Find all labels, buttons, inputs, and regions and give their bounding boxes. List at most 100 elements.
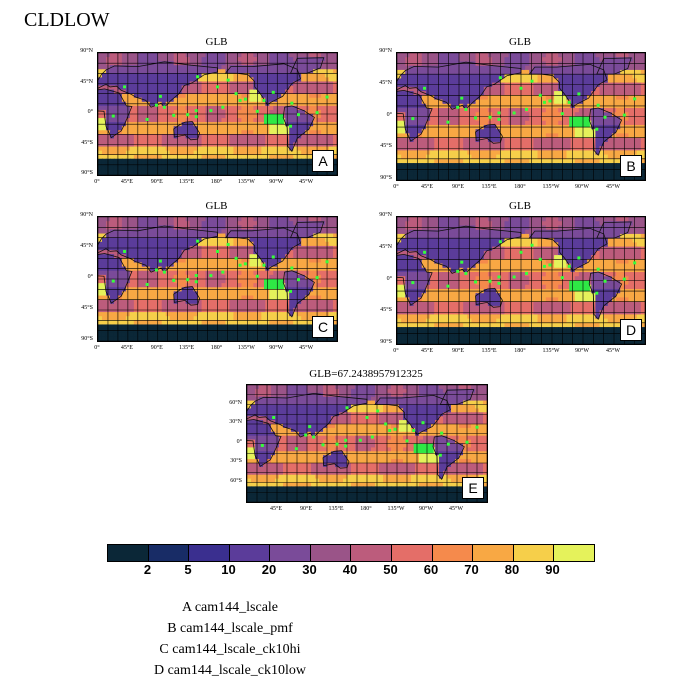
y-tick-label: 0°: [87, 109, 93, 115]
field-cell: [177, 154, 183, 160]
field-cell: [141, 53, 147, 58]
field-cell: [301, 229, 306, 235]
field-cell: [591, 124, 596, 130]
field-cell: [430, 86, 435, 92]
field-cell: [529, 86, 534, 92]
field-cell: [313, 254, 318, 259]
field-cell: [225, 229, 231, 235]
field-cell: [321, 279, 326, 284]
field-cell: [409, 53, 415, 58]
field-cell: [177, 250, 183, 255]
field-cell: [413, 175, 419, 180]
field-cell: [285, 69, 290, 74]
marker-point: [271, 90, 275, 94]
field-cell: [113, 158, 119, 164]
field-cell: [117, 221, 123, 226]
field-cell: [117, 150, 123, 156]
field-cell: [321, 283, 326, 288]
field-cell: [578, 108, 584, 113]
field-cell: [329, 105, 334, 111]
field-cell: [153, 146, 159, 152]
field-cell: [129, 114, 135, 119]
field-cell: [137, 299, 143, 305]
field-cell: [277, 53, 282, 58]
field-cell: [313, 57, 318, 62]
field-cell: [636, 53, 642, 58]
field-cell: [153, 258, 159, 264]
field-cell: [463, 120, 468, 126]
field-cell: [293, 162, 298, 168]
field-cell: [587, 124, 592, 130]
field-cell: [317, 254, 322, 259]
field-cell: [105, 295, 111, 301]
field-cell: [289, 118, 294, 123]
field-cell: [285, 150, 290, 156]
field-cell: [293, 81, 298, 87]
field-cell: [516, 78, 522, 84]
field-cell: [273, 146, 278, 152]
field-cell: [293, 57, 298, 62]
field-cell: [269, 57, 274, 62]
field-cell: [289, 262, 294, 268]
field-cell: [329, 217, 334, 222]
field-cell: [421, 154, 427, 160]
field-cell: [512, 78, 518, 84]
field-cell: [301, 233, 306, 239]
field-cell: [297, 138, 302, 144]
field-cell: [541, 120, 547, 126]
field-cell: [607, 78, 613, 84]
field-cell: [241, 270, 246, 276]
field-cell: [620, 137, 625, 143]
field-cell: [193, 162, 199, 168]
field-cell: [157, 221, 163, 226]
field-cell: [317, 217, 322, 222]
field-cell: [141, 170, 147, 175]
field-cell: [105, 69, 111, 74]
field-cell: [413, 99, 419, 105]
field-cell: [257, 134, 262, 139]
field-cell: [241, 274, 246, 280]
field-cell: [450, 65, 456, 71]
field-cell: [309, 154, 314, 160]
field-cell: [537, 171, 543, 177]
field-cell: [277, 162, 282, 168]
field-cell: [459, 112, 464, 118]
field-cell: [177, 138, 183, 144]
field-cell: [221, 274, 227, 280]
field-cell: [277, 170, 282, 175]
field-cell: [249, 279, 254, 284]
field-cell: [479, 57, 485, 63]
field-cell: [221, 158, 227, 164]
field-cell: [233, 53, 239, 58]
field-cell: [161, 134, 167, 139]
field-cell: [193, 270, 199, 276]
field-cell: [463, 163, 468, 168]
field-cell: [321, 262, 326, 268]
field-cell: [269, 170, 274, 175]
field-cell: [293, 258, 298, 264]
field-cell: [628, 150, 634, 156]
field-cell: [329, 138, 334, 144]
field-cell: [221, 233, 227, 239]
field-cell: [309, 65, 314, 70]
field-cell: [129, 85, 135, 91]
field-cell: [405, 91, 410, 96]
field-cell: [209, 109, 215, 115]
field-cell: [213, 150, 219, 156]
marker-point: [538, 93, 542, 97]
field-cell: [181, 221, 187, 226]
field-cell: [479, 65, 485, 71]
field-cell: [442, 150, 448, 156]
field-cell: [117, 93, 123, 99]
field-cell: [533, 65, 539, 71]
field-cell: [201, 254, 207, 259]
field-cell: [454, 112, 460, 118]
field-cell: [409, 120, 415, 126]
field-cell: [113, 229, 119, 235]
field-cell: [257, 65, 262, 70]
field-cell: [405, 53, 410, 58]
field-cell: [173, 126, 179, 131]
field-cell: [257, 146, 262, 152]
field-cell: [566, 78, 572, 84]
field-cell: [237, 101, 242, 107]
